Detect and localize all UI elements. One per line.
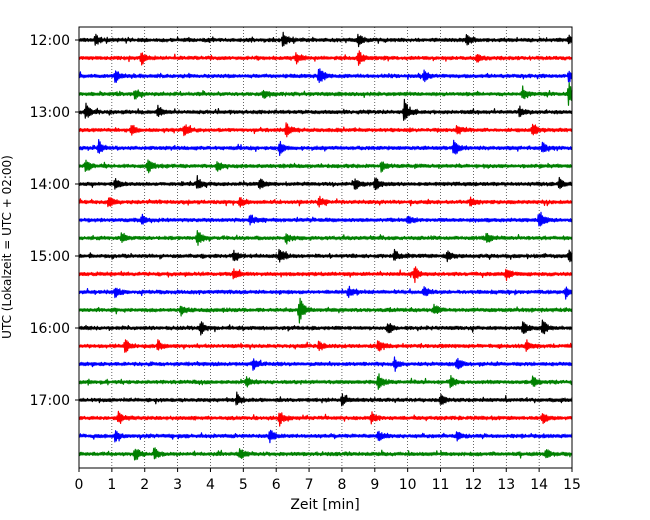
- trace-1330: [78, 139, 573, 157]
- y-tick-label: 16:00: [30, 321, 70, 337]
- trace-1215: [78, 50, 573, 66]
- x-tick-label: 9: [370, 477, 379, 493]
- trace-1545: [78, 297, 573, 324]
- x-tick-label: 0: [75, 477, 84, 493]
- trace-1345: [78, 159, 573, 174]
- trace-1745: [78, 447, 573, 461]
- x-tick-label: 2: [140, 477, 149, 493]
- trace-1530: [78, 285, 573, 300]
- x-tick-label: 10: [399, 477, 417, 493]
- trace-1415: [78, 195, 573, 208]
- y-tick-label: 14:00: [30, 177, 70, 193]
- y-tick-label: 15:00: [30, 249, 70, 265]
- x-tick-label: 5: [239, 477, 248, 493]
- trace-1430: [78, 211, 573, 227]
- trace-1630: [78, 356, 573, 372]
- x-tick-label: 13: [497, 477, 515, 493]
- trace-1400: [78, 175, 573, 191]
- x-tick-label: 12: [464, 477, 482, 493]
- trace-1315: [78, 122, 573, 138]
- trace-1500: [78, 248, 573, 263]
- x-tick-label: 1: [107, 477, 116, 493]
- trace-1600: [78, 319, 573, 336]
- x-tick-label: 11: [432, 477, 450, 493]
- y-axis-label: UTC (Lokalzeit = UTC + 02:00): [0, 155, 14, 339]
- trace-1245: [78, 82, 573, 106]
- x-tick-label: 15: [563, 477, 581, 493]
- trace-1730: [78, 429, 573, 444]
- trace-1445: [78, 230, 573, 246]
- trace-1300: [78, 98, 573, 121]
- trace-1715: [78, 410, 573, 427]
- x-axis: 0 1 2 3 4 5 6 7 8 9 10 11 12 13 14 15: [75, 468, 581, 493]
- y-tick-label: 13:00: [30, 105, 70, 121]
- plot-frame: [78, 26, 573, 469]
- x-tick-label: 8: [337, 477, 346, 493]
- x-tick-label: 7: [305, 477, 314, 493]
- trace-1230: [78, 68, 573, 84]
- x-tick-label: 3: [173, 477, 182, 493]
- y-tick-label: 17:00: [30, 393, 70, 409]
- trace-1200: [78, 31, 573, 48]
- trace-1515: [78, 266, 573, 284]
- x-axis-label: Zeit [min]: [290, 497, 359, 513]
- traces: [78, 31, 573, 461]
- trace-1645: [78, 373, 573, 390]
- trace-1700: [78, 391, 573, 407]
- trace-1615: [78, 339, 573, 353]
- x-tick-label: 4: [206, 477, 215, 493]
- y-axis: 12:00 13:00 14:00 15:00 16:00 17:00: [30, 33, 79, 409]
- x-tick-label: 6: [272, 477, 281, 493]
- y-tick-label: 12:00: [30, 33, 70, 49]
- x-tick-label: 14: [530, 477, 548, 493]
